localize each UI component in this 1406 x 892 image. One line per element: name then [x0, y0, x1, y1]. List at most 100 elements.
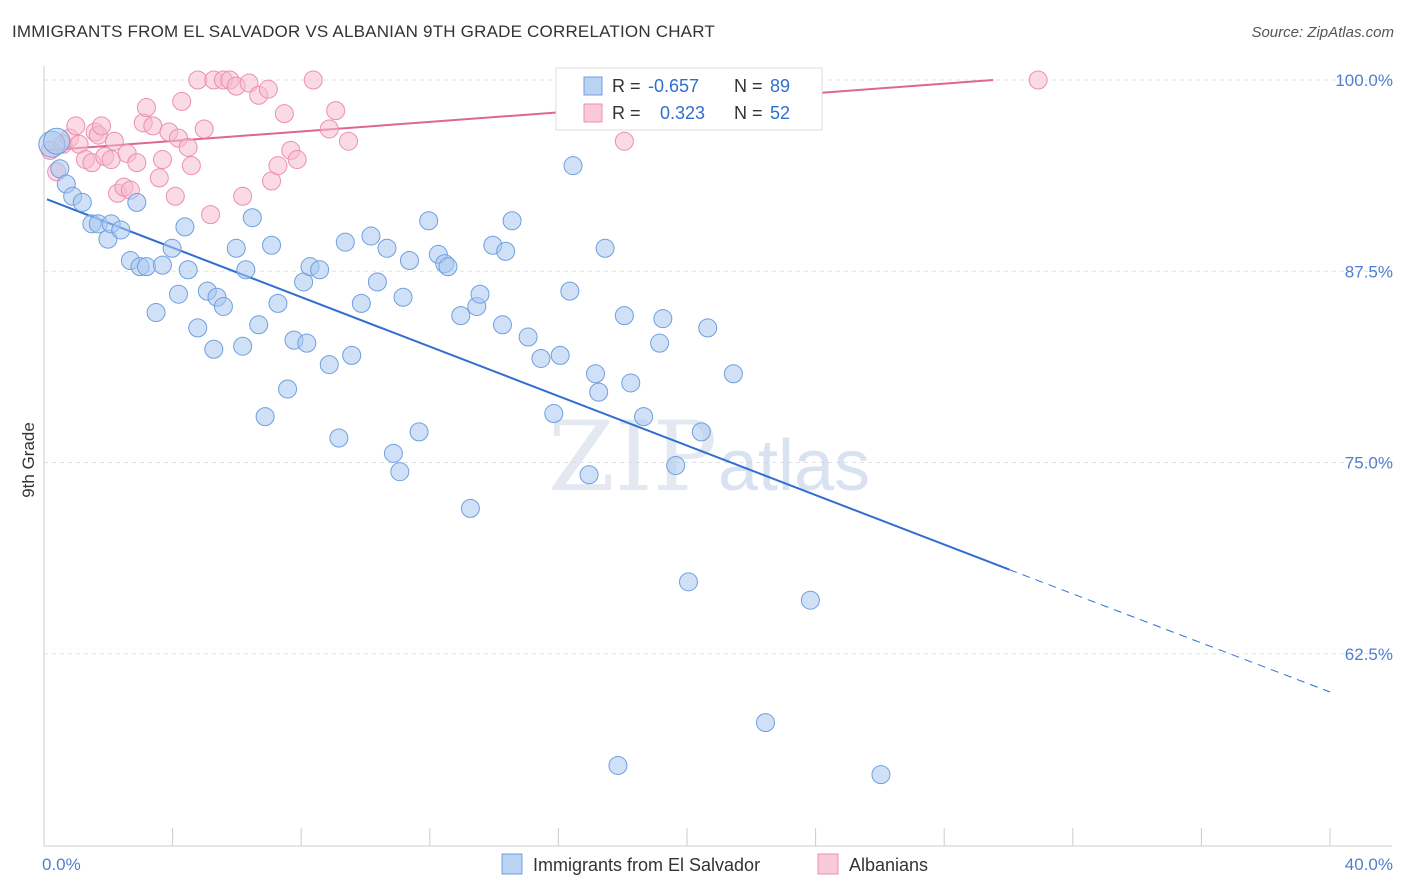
albanian-point	[92, 116, 112, 136]
salvador-point	[419, 211, 439, 231]
albanian-point	[136, 98, 156, 118]
salvador-point	[393, 287, 413, 307]
stats-n-label-salvador: N =	[734, 76, 763, 96]
albanian-point	[319, 119, 339, 139]
salvador-point	[310, 260, 330, 280]
salvador-point	[136, 257, 156, 277]
albanian-point	[66, 116, 86, 136]
albanian-point	[258, 79, 278, 99]
salvador-point	[595, 238, 615, 258]
stats-r-label-albanian: R =	[612, 103, 641, 123]
salvador-point	[242, 208, 262, 228]
salvador-point	[691, 422, 711, 442]
salvador-point	[351, 293, 371, 313]
salvador-point	[213, 296, 233, 316]
albanian-point	[233, 186, 253, 206]
salvador-point	[755, 713, 775, 733]
albanian-points	[40, 70, 1048, 225]
salvador-point	[550, 345, 570, 365]
watermark-zip: ZIP	[548, 401, 717, 513]
source-label: Source: ZipAtlas.com	[1251, 24, 1394, 41]
albanian-point	[143, 116, 163, 136]
salvador-point	[650, 333, 670, 353]
trend-lines	[46, 79, 1331, 693]
stats-r-label-salvador: R =	[612, 76, 641, 96]
salvador-point	[236, 260, 256, 280]
salvador-point	[72, 192, 92, 212]
series-legend: Immigrants from El Salvador Albanians	[501, 853, 928, 875]
salvador-point	[377, 238, 397, 258]
salvador-point	[178, 260, 198, 280]
albanian-point	[178, 137, 198, 157]
salvador-point	[367, 272, 387, 292]
salvador-point	[399, 251, 419, 271]
x-tick-labels: 0.0% 40.0%	[42, 855, 1393, 874]
albanian-point	[101, 150, 121, 170]
x-tick-label: 40.0%	[1345, 855, 1393, 874]
salvador-point	[496, 241, 516, 261]
salvador-point	[409, 422, 429, 442]
salvador-point	[438, 257, 458, 277]
salvador-point	[544, 404, 564, 424]
albanian-point	[339, 131, 359, 151]
albanian-point	[194, 119, 214, 139]
stats-n-value-albanian: 52	[770, 103, 790, 123]
y-tick-labels: 62.5% 75.0% 87.5% 100.0%	[1335, 71, 1393, 664]
albanian-point	[172, 91, 192, 111]
albanian-point	[614, 131, 634, 151]
grid-lines	[44, 79, 1392, 655]
salvador-point	[43, 127, 71, 155]
salvador-point	[319, 355, 339, 375]
salvador-point	[297, 333, 317, 353]
salvador-point	[563, 156, 583, 176]
salvador-point	[127, 192, 147, 212]
salvador-point	[390, 462, 410, 482]
albanian-point	[149, 168, 169, 188]
salvador-point	[614, 306, 634, 326]
chart-title: IMMIGRANTS FROM EL SALVADOR VS ALBANIAN …	[12, 22, 715, 41]
albanian-point	[165, 186, 185, 206]
salvador-point	[871, 765, 891, 785]
x-tick-label: 0.0%	[42, 855, 81, 874]
y-tick-label: 100.0%	[1335, 71, 1393, 90]
salvador-point	[268, 293, 288, 313]
salvador-point	[361, 226, 381, 246]
salvador-point	[723, 364, 743, 384]
salvador-point	[188, 318, 208, 338]
salvador-point	[531, 348, 551, 368]
albanian-point	[104, 131, 124, 151]
albanian-point	[303, 70, 323, 90]
salvador-trend-extension	[1009, 569, 1331, 693]
salvador-point	[800, 590, 820, 610]
albanian-point	[201, 205, 221, 225]
salvador-point	[679, 572, 698, 592]
albanian-point	[1028, 70, 1048, 90]
salvador-point	[249, 315, 269, 335]
y-axis-title: 9th Grade	[19, 422, 38, 498]
salvador-point	[233, 336, 253, 356]
salvador-point	[342, 345, 362, 365]
stats-n-label-albanian: N =	[734, 103, 763, 123]
salvador-point	[335, 232, 355, 252]
albanian-point	[181, 156, 201, 176]
salvador-point	[226, 238, 246, 258]
salvador-point	[589, 382, 609, 402]
salvador-point	[492, 315, 512, 335]
salvador-point	[585, 364, 605, 384]
salvador-point	[634, 407, 654, 427]
salvador-point	[608, 755, 628, 775]
salvador-point	[111, 220, 131, 240]
albanian-point	[268, 156, 288, 176]
albanian-point	[274, 104, 294, 124]
salvador-point	[175, 217, 195, 237]
salvador-trend-line	[46, 198, 1010, 571]
albanian-point	[326, 101, 346, 121]
stats-swatch-salvador	[583, 76, 603, 96]
salvador-point	[518, 327, 538, 347]
legend-label-salvador: Immigrants from El Salvador	[533, 855, 760, 875]
salvador-point	[255, 407, 275, 427]
legend-label-albanian: Albanians	[849, 855, 928, 875]
salvador-point	[169, 284, 189, 304]
salvador-point	[460, 498, 480, 518]
